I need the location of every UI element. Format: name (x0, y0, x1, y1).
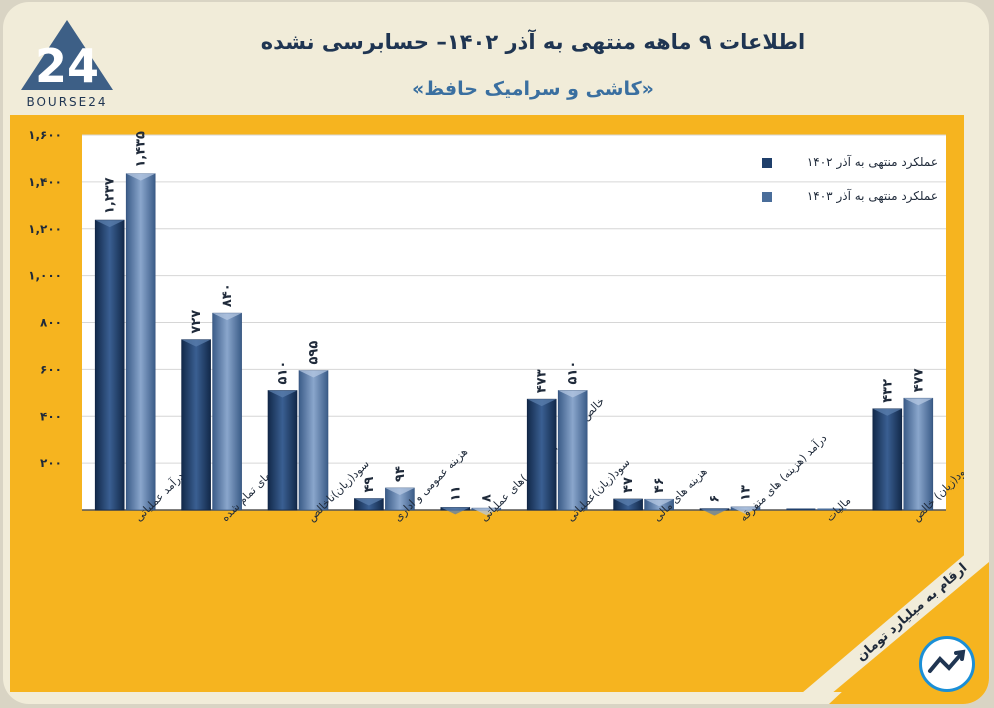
bar-cap-2-6 (644, 499, 674, 507)
data-label-2-7: ۱۳ (739, 485, 754, 501)
y-tick-label-7: ۱,۶۰۰ (28, 128, 62, 142)
data-label-2-2: ۵۹۵ (307, 341, 322, 365)
bar-2-0 (125, 173, 156, 511)
data-label-2-5: ۵۱۰ (566, 361, 581, 385)
legend-item-series1: عملکرد منتهی به آذر ۱۴۰۲ (762, 155, 944, 175)
y-tick-label-6: ۱,۴۰۰ (28, 175, 62, 189)
data-label-1-7: ۶ (708, 495, 723, 503)
bar-1-2 (267, 390, 298, 511)
bar-cap-1-5 (527, 399, 557, 407)
bar-cap-1-7 (700, 508, 729, 516)
data-label-1-1: ۷۲۷ (189, 310, 204, 334)
bar-cap-1-0 (95, 220, 125, 228)
data-label-1-4: ۱۱ (448, 486, 463, 502)
data-label-2-0: ۱,۴۳۵ (134, 131, 149, 168)
y-tick-label-2: ۶۰۰ (40, 362, 62, 376)
bar-1-8 (786, 508, 816, 510)
bar-cap-1-2 (268, 390, 297, 398)
bar-1-1 (181, 339, 211, 511)
y-tick-label-3: ۸۰۰ (40, 316, 62, 330)
chart-legend: عملکرد منتهی به آذر ۱۴۰۲ عملکرد منتهی به… (762, 155, 944, 223)
bar-cap-2-3 (385, 487, 415, 495)
chart-title: اطلاعات ۹ ماهه منتهی به آذر ۱۴۰۲– حسابرس… (260, 30, 806, 54)
data-label-2-1: ۸۴۰ (220, 283, 235, 307)
bar-1-0 (94, 219, 125, 511)
trend-badge-icon (919, 636, 975, 692)
legend-item-series2: عملکرد منتهی به آذر ۱۴۰۳ (762, 189, 944, 209)
data-label-2-3: ۹۴ (393, 466, 408, 482)
data-label-1-3: ۴۹ (362, 477, 377, 493)
bar-cap-1-6 (613, 498, 643, 506)
bar-cap-2-7 (731, 506, 760, 514)
bar-cap-1-3 (354, 498, 384, 506)
data-label-1-6: ۴۷ (621, 477, 636, 493)
bar-cap-2-0 (126, 173, 156, 181)
data-label-1-5: ۴۷۳ (535, 369, 550, 393)
y-tick-label-4: ۱,۰۰۰ (28, 269, 62, 283)
bar-cap-2-4 (471, 508, 501, 516)
data-label-2-6: ۴۶ (652, 477, 667, 493)
data-label-1-0: ۱,۲۳۷ (103, 177, 118, 214)
bar-chart: ۲۰۰ ۴۰۰ ۶۰۰ ۸۰۰ ۱,۰۰۰ ۱,۲۰۰ ۱,۴۰۰ ۱,۶۰۰ ۱,۲۳۷ ۱,۴… (28, 128, 964, 524)
bourse24-logo: 24 BOURSE24 (17, 16, 117, 110)
bar-cap-1-4 (440, 507, 470, 515)
bar-cap-2-1 (212, 313, 242, 321)
data-label-1-9: ۴۳۲ (880, 379, 895, 403)
chart-panel: ۲۰۰ ۴۰۰ ۶۰۰ ۸۰۰ ۱,۰۰۰ ۱,۲۰۰ ۱,۴۰۰ ۱,۶۰۰ ۱,۲۳۷ ۱,۴… (10, 115, 964, 692)
bar-cap-2-9 (903, 398, 933, 406)
logo-number: 24 (35, 39, 99, 93)
bar-cap-1-1 (181, 339, 211, 347)
data-label-2-9: ۴۷۷ (911, 368, 926, 392)
bar-2-5 (557, 390, 588, 511)
bar-cap-2-2 (299, 370, 328, 378)
y-tick-label-0: ۲۰۰ (40, 456, 62, 470)
bar-2-1 (212, 312, 242, 511)
y-tick-label-1: ۴۰۰ (40, 409, 62, 423)
bar-1-5 (526, 398, 557, 511)
chart-card: 24 BOURSE24 اطلاعات ۹ ماهه منتهی به آذر … (3, 2, 989, 704)
chart-subtitle: «کاشی و سرامیک حافظ» (412, 78, 654, 100)
logo-text: BOURSE24 (26, 95, 108, 109)
y-tick-label-5: ۱,۲۰۰ (28, 222, 62, 236)
legend-label-series1: عملکرد منتهی به آذر ۱۴۰۲ (806, 155, 938, 169)
data-label-2-4: ۸ (479, 494, 494, 502)
data-label-1-2: ۵۱۰ (276, 361, 291, 385)
bar-2-8 (817, 508, 847, 510)
bar-cap-2-5 (558, 390, 588, 398)
legend-label-series2: عملکرد منتهی به آذر ۱۴۰۳ (806, 189, 938, 203)
bar-cap-1-9 (872, 408, 902, 416)
bar-1-9 (872, 408, 903, 511)
logo-triangle-icon: 24 (21, 20, 113, 93)
legend-swatch-series1 (762, 158, 772, 168)
legend-swatch-series2 (762, 192, 772, 202)
bar-2-9 (903, 397, 934, 511)
bar-2-2 (298, 370, 329, 511)
